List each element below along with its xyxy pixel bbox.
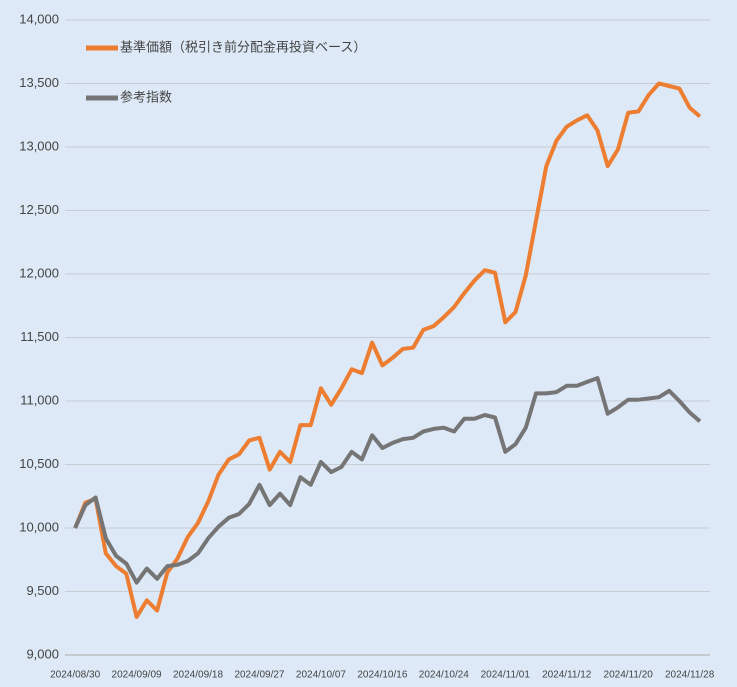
x-tick-label: 2024/11/28 <box>665 670 715 681</box>
y-tick-label: 14,000 <box>19 11 59 26</box>
x-tick-label: 2024/10/24 <box>419 670 469 681</box>
y-tick-label: 10,500 <box>19 456 59 471</box>
x-tick-label: 2024/10/07 <box>296 670 346 681</box>
y-tick-label: 13,000 <box>19 138 59 153</box>
x-tick-label: 2024/11/01 <box>481 670 531 681</box>
y-tick-label: 11,000 <box>20 392 59 407</box>
y-tick-label: 12,500 <box>19 202 59 217</box>
x-tick-label: 2024/11/12 <box>542 670 592 681</box>
y-tick-label: 9,500 <box>26 583 59 598</box>
x-tick-label: 2024/08/30 <box>50 670 100 681</box>
y-tick-label: 11,500 <box>20 329 59 344</box>
series-line <box>73 376 702 585</box>
x-tick-label: 2024/09/09 <box>112 670 162 681</box>
y-tick-label: 12,000 <box>19 265 59 280</box>
x-tick-label: 2024/11/20 <box>604 670 654 681</box>
series-line <box>73 81 702 619</box>
legend-label: 参考指数 <box>120 89 172 104</box>
x-tick-label: 2024/09/27 <box>234 670 284 681</box>
x-tick-label: 2024/10/16 <box>357 670 407 681</box>
y-tick-label: 9,000 <box>26 646 59 661</box>
y-tick-label: 13,500 <box>19 75 59 90</box>
x-tick-label: 2024/09/18 <box>173 670 223 681</box>
y-tick-label: 10,000 <box>19 519 59 534</box>
legend-label: 基準価額（税引き前分配金再投資ベース） <box>120 39 366 54</box>
